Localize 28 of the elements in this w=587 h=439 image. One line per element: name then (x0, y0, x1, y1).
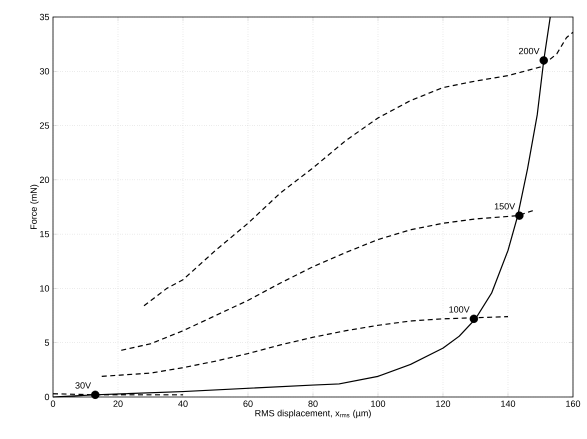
x-tick-label: 160 (566, 400, 580, 407)
annotation: 200V (518, 48, 540, 54)
point (540, 56, 548, 65)
x-tick-label: 20 (113, 400, 123, 407)
x-tick-label: 100 (371, 400, 386, 407)
y-tick-label: 10 (40, 285, 50, 292)
y-axis-title: Force (mN) (30, 184, 39, 229)
line-series (120, 210, 535, 351)
x-tick-label: 120 (436, 400, 450, 407)
x-tick-label: 0 (50, 400, 56, 407)
annotation: 30V (75, 382, 92, 389)
x-tick-label: 40 (178, 400, 188, 407)
point (91, 390, 100, 400)
x-axis-title: RMS displacement, x$_{rms}$ (µm) (255, 410, 371, 418)
y-tick-label: 35 (40, 14, 50, 20)
point (515, 211, 524, 220)
y-tick-label: 15 (40, 230, 50, 238)
x-tick-label: 80 (308, 400, 318, 407)
annotation: 150V (494, 203, 516, 210)
x-tick-label: 140 (501, 400, 516, 407)
annotation: 100V (449, 306, 470, 313)
x-tick-label: 60 (243, 400, 253, 407)
y-tick-label: 0 (44, 394, 50, 400)
y-tick-label: 25 (40, 122, 50, 129)
y-tick-label: 5 (44, 340, 50, 346)
y-tick-label: 20 (40, 176, 50, 184)
point (470, 314, 478, 324)
y-tick-label: 30 (40, 68, 50, 74)
